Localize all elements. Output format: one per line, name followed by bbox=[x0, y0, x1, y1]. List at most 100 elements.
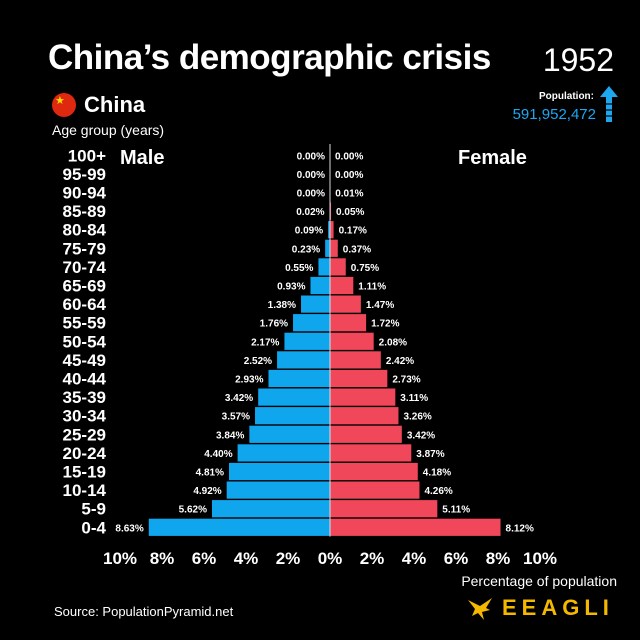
male-value-label: 2.93% bbox=[235, 375, 263, 386]
age-axis-label: Age group (years) bbox=[52, 122, 165, 138]
male-bar bbox=[325, 239, 330, 257]
x-tick-label: 8% bbox=[150, 549, 175, 568]
female-value-label: 0.00% bbox=[335, 151, 363, 162]
female-value-label: 1.72% bbox=[371, 319, 399, 330]
male-value-label: 0.02% bbox=[296, 207, 324, 218]
growth-arrow-icon bbox=[600, 86, 618, 122]
female-bar bbox=[330, 369, 388, 388]
age-tick-label: 95-99 bbox=[63, 165, 106, 184]
male-bar bbox=[255, 407, 330, 425]
female-bar bbox=[330, 276, 354, 295]
female-value-label: 2.42% bbox=[386, 356, 414, 367]
age-tick-label: 5-9 bbox=[81, 500, 106, 519]
female-bar bbox=[330, 202, 332, 220]
female-bar bbox=[330, 462, 418, 481]
female-value-label: 8.12% bbox=[506, 523, 534, 534]
age-tick-label: 60-64 bbox=[63, 295, 107, 314]
male-bar bbox=[148, 518, 330, 536]
x-tick-label: 8% bbox=[486, 549, 511, 568]
male-value-label: 1.38% bbox=[268, 300, 296, 311]
x-tick-label: 2% bbox=[276, 549, 301, 568]
female-bar bbox=[330, 258, 346, 276]
female-bar bbox=[330, 239, 338, 257]
population-label: Population: bbox=[539, 91, 594, 102]
x-tick-label: 0% bbox=[318, 549, 343, 568]
age-tick-label: 65-69 bbox=[63, 277, 106, 296]
age-tick-label: 40-44 bbox=[63, 370, 107, 389]
female-value-label: 0.17% bbox=[339, 226, 367, 237]
male-bar bbox=[258, 388, 330, 406]
male-bar bbox=[249, 425, 330, 443]
male-bar bbox=[318, 258, 330, 276]
age-tick-label: 0-4 bbox=[81, 518, 106, 537]
male-value-label: 5.62% bbox=[179, 505, 207, 516]
female-value-label: 2.08% bbox=[379, 337, 407, 348]
male-value-label: 0.09% bbox=[295, 226, 323, 237]
brand-name: EEAGLI bbox=[502, 595, 614, 620]
age-tick-label: 85-89 bbox=[63, 202, 106, 221]
female-value-label: 3.42% bbox=[407, 430, 435, 441]
age-tick-label: 75-79 bbox=[63, 239, 106, 258]
female-bar bbox=[330, 388, 396, 406]
x-tick-label: 10% bbox=[523, 549, 557, 568]
population-value: 591,952,472 bbox=[512, 106, 596, 123]
male-value-label: 3.57% bbox=[222, 412, 250, 423]
female-value-label: 0.37% bbox=[343, 244, 371, 255]
male-value-label: 2.17% bbox=[251, 337, 279, 348]
eagle-logo-icon bbox=[468, 598, 492, 620]
male-bar bbox=[237, 444, 330, 462]
male-bar bbox=[211, 500, 330, 518]
male-value-label: 1.76% bbox=[260, 319, 288, 330]
age-tick-label: 10-14 bbox=[63, 481, 107, 500]
age-tick-label: 90-94 bbox=[63, 184, 107, 203]
year-label: 1952 bbox=[542, 42, 614, 78]
x-tick-label: 6% bbox=[192, 549, 217, 568]
female-bar bbox=[330, 295, 361, 313]
country-name: China bbox=[84, 92, 146, 117]
female-bar bbox=[330, 481, 420, 499]
x-tick-label: 4% bbox=[402, 549, 427, 568]
female-value-label: 4.26% bbox=[424, 486, 452, 497]
male-value-label: 3.84% bbox=[216, 430, 244, 441]
male-bar bbox=[268, 369, 330, 388]
age-tick-label: 45-49 bbox=[63, 351, 106, 370]
female-value-label: 3.87% bbox=[416, 449, 444, 460]
age-tick-label: 15-19 bbox=[63, 463, 106, 482]
age-tick-label: 25-29 bbox=[63, 425, 106, 444]
female-value-label: 5.11% bbox=[442, 505, 470, 516]
age-tick-label: 30-34 bbox=[63, 407, 107, 426]
male-bar bbox=[228, 462, 330, 481]
age-tick-label: 20-24 bbox=[63, 444, 107, 463]
age-tick-label: 55-59 bbox=[63, 314, 106, 333]
male-value-label: 0.00% bbox=[297, 189, 325, 200]
male-bar bbox=[226, 481, 330, 499]
female-value-label: 0.01% bbox=[335, 189, 363, 200]
x-axis-label: Percentage of population bbox=[461, 573, 617, 589]
source-credit: Source: PopulationPyramid.net bbox=[54, 604, 234, 619]
female-bar bbox=[330, 314, 367, 332]
male-bar bbox=[310, 276, 330, 295]
female-bar bbox=[330, 351, 381, 369]
male-value-label: 2.52% bbox=[244, 356, 272, 367]
female-bar bbox=[330, 425, 402, 443]
female-bar bbox=[330, 500, 438, 518]
male-value-label: 8.63% bbox=[115, 523, 143, 534]
male-value-label: 0.55% bbox=[285, 263, 313, 274]
male-value-label: 4.81% bbox=[196, 468, 224, 479]
chart-title: China’s demographic crisis bbox=[48, 38, 491, 77]
female-value-label: 0.00% bbox=[335, 170, 363, 181]
female-value-label: 4.18% bbox=[423, 468, 451, 479]
female-value-label: 2.73% bbox=[392, 375, 420, 386]
female-value-label: 3.11% bbox=[400, 393, 428, 404]
age-tick-label: 35-39 bbox=[63, 388, 106, 407]
male-value-label: 4.40% bbox=[204, 449, 232, 460]
male-value-label: 0.00% bbox=[297, 151, 325, 162]
x-tick-label: 2% bbox=[360, 549, 385, 568]
male-value-label: 3.42% bbox=[225, 393, 253, 404]
female-bar bbox=[330, 444, 412, 462]
legend-female: Female bbox=[458, 147, 527, 169]
country-label: China bbox=[52, 92, 145, 118]
age-tick-label: 50-54 bbox=[63, 332, 107, 351]
male-bar bbox=[328, 221, 330, 239]
